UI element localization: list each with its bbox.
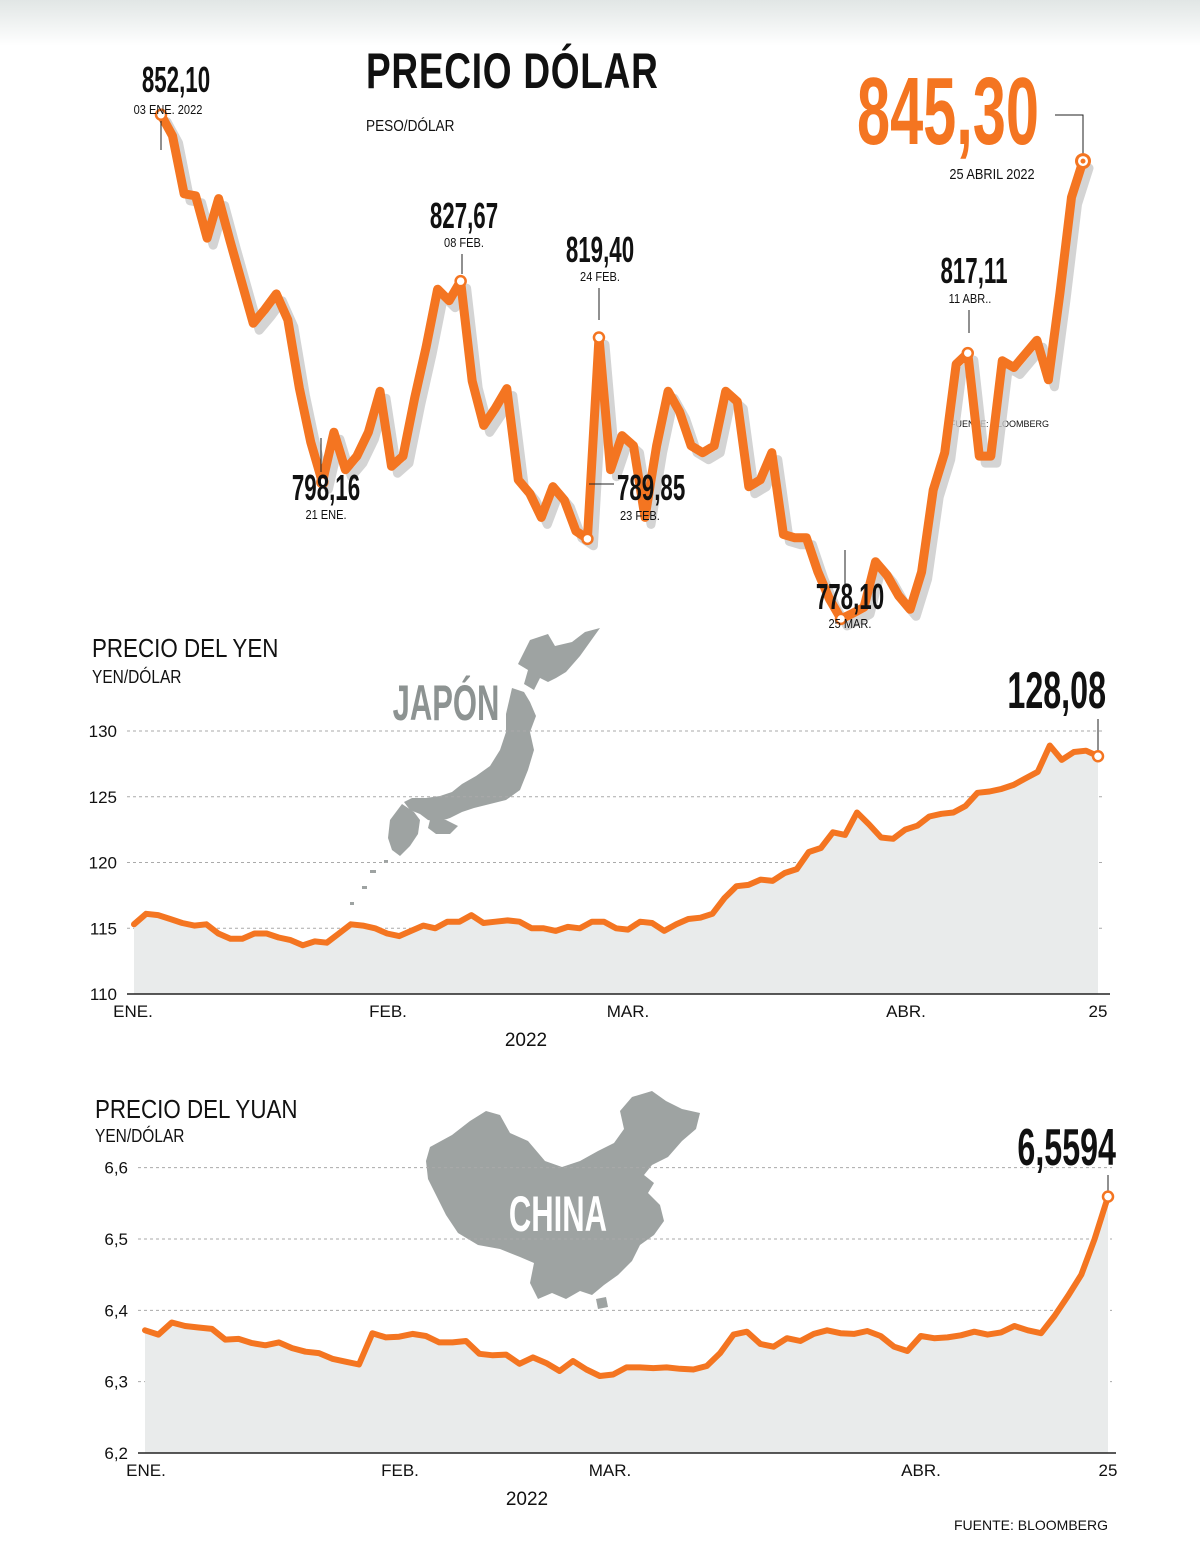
yuan-axes: 6,2 6,3 6,4 6,5 6,6 ENE. FEB. MAR. ABR. 25 2022 6,5…: [104, 1119, 1117, 1510]
dolar-annotation-value: 778,10: [816, 578, 884, 618]
yen-area-chart: 110 115 120 125 130 ENE. FEB. MAR. ABR. 25 2022 128…: [89, 628, 1110, 1051]
yen-series: [131, 742, 1101, 994]
japan-map-icon: [350, 628, 600, 905]
dolar-annotation-value: 852,10: [142, 61, 210, 101]
yuan-title: PRECIO DEL YUAN: [95, 1094, 298, 1124]
dolar-series: [156, 110, 1094, 631]
yuan-y-tick-label: 6,4: [104, 1301, 128, 1320]
dolar-annotation-value: 798,16: [292, 469, 360, 509]
yen-y-tick-label: 125: [89, 788, 117, 807]
dolar-annotation-date: 11 ABR..: [949, 291, 992, 306]
dolar-annotation-date: 25 MAR.: [829, 616, 872, 631]
yen-last-value: 128,08: [1007, 662, 1106, 720]
yen-y-tick-label: 115: [90, 919, 117, 938]
dolar-annotation-date: 23 FEB.: [620, 508, 660, 523]
dolar-annotation-date: 03 ENE. 2022: [134, 102, 203, 117]
dolar-point-marker-dot: [1080, 158, 1086, 164]
dolar-annotation-value: 827,67: [430, 197, 498, 237]
yuan-year-label: 2022: [506, 1489, 548, 1510]
yen-title: PRECIO DEL YEN: [92, 633, 279, 663]
dolar-line: [156, 110, 1088, 624]
yuan-x-tick-label: ENE.: [126, 1461, 166, 1480]
yen-x-tick-label: 25: [1089, 1002, 1108, 1021]
dolar-annotation-date: 24 FEB.: [580, 269, 620, 284]
dolar-annotation-value: 845,30: [857, 57, 1039, 164]
yuan-line: [142, 1193, 1111, 1379]
yen-axes: 110 115 120 125 130 ENE. FEB. MAR. ABR. 25 2022 128…: [89, 662, 1110, 1051]
dolar-annotation-leader: [1055, 114, 1084, 162]
yuan-x-tick-label: MAR.: [589, 1461, 632, 1480]
yuan-y-tick-label: 6,6: [104, 1159, 128, 1178]
yuan-last-marker: [1101, 1190, 1115, 1203]
yen-map-label: JAPÓN: [393, 673, 500, 731]
dolar-annotation-date: 25 ABRIL 2022: [949, 165, 1034, 182]
dolar-annotation-value: 789,85: [617, 469, 685, 509]
yuan-series: [142, 1193, 1111, 1453]
dolar-point-marker: [154, 108, 168, 122]
yuan-map-label: CHINA: [509, 1185, 607, 1241]
yuan-area: [145, 1196, 1108, 1453]
yuan-y-tick-label: 6,2: [104, 1444, 128, 1463]
yuan-x-tick-label: ABR.: [901, 1461, 941, 1480]
yen-y-tick-label: 130: [89, 722, 117, 741]
dolar-annotation-date: 21 ENE.: [305, 507, 346, 522]
yuan-area-chart: 6,2 6,3 6,4 6,5 6,6 ENE. FEB. MAR. ABR. 25 2022 6,5…: [104, 1091, 1117, 1510]
dolar-title: PRECIO DÓLAR: [366, 43, 659, 99]
yuan-unit: YEN/DÓLAR: [95, 1126, 185, 1146]
yen-y-tick-label: 120: [89, 854, 117, 873]
dolar-point-marker: [834, 612, 848, 626]
dolar-annotation-value: 817,11: [940, 252, 1007, 292]
dolar-unit: PESO/DÓLAR: [366, 118, 455, 135]
yuan-y-tick-label: 6,5: [104, 1230, 128, 1249]
yen-x-tick-label: FEB.: [369, 1002, 407, 1021]
top-banner: [0, 0, 1200, 46]
dolar-point-marker: [961, 346, 974, 360]
yen-year-label: 2022: [505, 1030, 547, 1051]
dolar-point-marker: [592, 331, 606, 344]
yuan-x-tick-label: 25: [1099, 1461, 1118, 1480]
yen-x-tick-label: MAR.: [607, 1002, 650, 1021]
yuan-source: FUENTE: BLOOMBERG: [954, 1517, 1109, 1533]
yen-x-tick-label: ENE.: [113, 1002, 153, 1021]
china-map-icon: [426, 1091, 700, 1309]
dolar-annotation-date: 08 FEB.: [444, 235, 484, 250]
yuan-y-tick-label: 6,3: [104, 1373, 128, 1392]
yen-x-tick-label: ABR.: [886, 1002, 926, 1021]
yuan-x-tick-label: FEB.: [381, 1461, 419, 1480]
dolar-point-marker: [581, 532, 594, 546]
yen-y-tick-label: 110: [90, 985, 117, 1004]
dolar-point-marker: [316, 475, 329, 489]
yen-area: [134, 745, 1098, 994]
dolar-annotation-value: 819,40: [566, 231, 634, 271]
yuan-last-value: 6,5594: [1017, 1119, 1116, 1177]
yen-unit: YEN/DÓLAR: [92, 667, 182, 687]
yen-line: [131, 742, 1101, 949]
dolar-point-marker: [454, 274, 467, 288]
yen-last-marker: [1091, 749, 1105, 763]
